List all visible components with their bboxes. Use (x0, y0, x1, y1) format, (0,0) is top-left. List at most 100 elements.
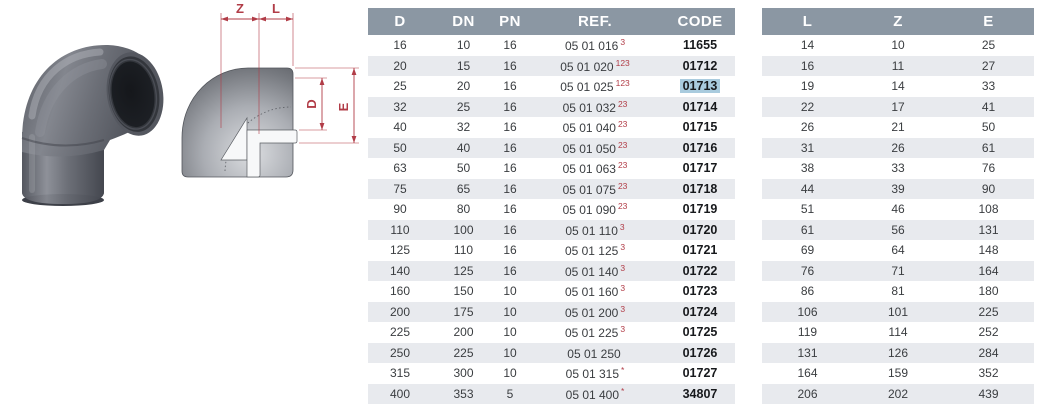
cell-d: 20 (393, 58, 407, 73)
ref-footnote-marker: 23 (617, 98, 628, 109)
cell-dn: 225 (453, 345, 474, 360)
cell-e: 27 (981, 58, 996, 73)
cell-z: 26 (891, 140, 905, 155)
header-l: L (762, 8, 853, 35)
ref-value: 05 01 025 (560, 80, 614, 95)
socket-opening (106, 52, 164, 136)
cell-code: 01724 (665, 302, 735, 323)
code-value-selected[interactable]: 01713 (679, 79, 721, 94)
table-row: 16 10 16 05 01 016 3 11655 (368, 35, 735, 56)
header-d: D (368, 8, 432, 35)
ref-value: 05 01 063 (562, 162, 616, 177)
table-row: 50 40 16 05 01 050 23 01716 (368, 137, 735, 158)
cell-ref: 05 01 110 3 (525, 220, 665, 241)
cell-d: 40 (393, 120, 407, 135)
cell-ref: 05 01 400 * (525, 384, 665, 404)
cell-code: 01713 (665, 76, 735, 97)
ref-value: 05 01 250 (567, 346, 621, 361)
cell-code: 01726 (665, 343, 735, 364)
cell-code: 01723 (665, 281, 735, 302)
header-e: E (943, 8, 1034, 35)
cell-ref: 05 01 025 123 (525, 76, 665, 97)
table-row: 90 80 16 05 01 090 23 01719 (368, 199, 735, 220)
table-row: 315 300 10 05 01 315 * 01727 (368, 363, 735, 384)
ref-footnote-marker: 23 (617, 201, 628, 212)
cell-ref: 05 01 250 (525, 343, 665, 364)
cell-d: 125 (389, 243, 411, 258)
cell-code: 01718 (665, 179, 735, 200)
ref-footnote-marker: * (621, 385, 625, 396)
cell-l: 44 (800, 181, 815, 196)
cell-pn: 16 (503, 181, 517, 196)
cell-ref: 05 01 063 23 (525, 158, 665, 179)
cell-z: 71 (891, 263, 905, 278)
cell-l: 206 (797, 386, 818, 401)
cell-code: 34807 (665, 384, 735, 404)
table-row: 69 64 148 (762, 240, 1034, 261)
table-row: 19 14 33 (762, 76, 1034, 97)
cell-d: 250 (389, 345, 411, 360)
cell-dn: 150 (453, 284, 474, 299)
table-row: 51 46 108 (762, 199, 1034, 220)
cell-dn: 100 (453, 222, 474, 237)
cell-z: 14 (891, 79, 905, 94)
cell-l: 106 (797, 304, 818, 319)
cell-e: 41 (981, 99, 996, 114)
cell-e: 284 (978, 345, 999, 360)
cell-pn: 16 (503, 79, 517, 94)
product-photo (2, 12, 174, 208)
cell-d: 32 (393, 99, 407, 114)
dimension-label-e: E (336, 102, 351, 111)
code-value: 01719 (682, 202, 718, 217)
ref-footnote-marker: 3 (620, 242, 626, 253)
socket-channel (246, 129, 298, 178)
table-row: 40 32 16 05 01 040 23 01715 (368, 117, 735, 138)
cell-d: 140 (389, 263, 411, 278)
code-value: 01714 (682, 99, 718, 114)
cell-l: 22 (800, 99, 815, 114)
table-row: 32 25 16 05 01 032 23 01714 (368, 96, 735, 117)
cell-e: 50 (981, 120, 996, 135)
cell-dn: 50 (456, 161, 471, 176)
cell-code: 01719 (665, 199, 735, 220)
code-value: 01712 (682, 58, 718, 73)
code-value: 01725 (682, 325, 718, 340)
cell-pn: 10 (503, 325, 517, 340)
cell-dn: 175 (453, 304, 474, 319)
cell-code: 01721 (665, 240, 735, 261)
dimensions-code-table: D DN PN REF. CODE 16 10 16 05 01 016 3 11… (368, 8, 735, 404)
ref-footnote-marker: 23 (617, 139, 628, 150)
ref-value: 05 01 125 (564, 244, 619, 259)
cell-pn: 16 (503, 263, 517, 278)
ref-footnote-marker: 123 (615, 78, 630, 89)
cell-dn: 10 (456, 38, 471, 53)
cell-code: 11655 (665, 35, 735, 56)
cell-dn: 110 (453, 243, 474, 258)
table-row: 125 110 16 05 01 125 3 01721 (368, 240, 735, 261)
table-row: 20 15 16 05 01 020 123 01712 (368, 55, 735, 76)
ref-value: 05 01 050 (562, 141, 616, 156)
table-row: 86 81 180 (762, 281, 1034, 302)
table-row: 25 20 16 05 01 025 123 01713 (368, 76, 735, 97)
elbow-section-drawing: Z L D E (181, 1, 359, 178)
elbow-photo-illustration (21, 44, 164, 206)
cell-d: 90 (393, 202, 407, 217)
ref-value: 05 01 315 (565, 367, 620, 382)
cell-ref: 05 01 040 23 (525, 117, 665, 138)
table-row: 225 200 10 05 01 225 3 01725 (368, 322, 735, 343)
ref-footnote-marker: 3 (620, 283, 626, 294)
table-row: 164 159 352 (762, 363, 1034, 384)
cell-dn: 125 (453, 263, 474, 278)
cell-pn: 16 (503, 161, 517, 176)
code-value: 11655 (682, 38, 718, 53)
ref-footnote-marker: * (621, 365, 625, 376)
cell-code: 01715 (665, 117, 735, 138)
table-row: 31 26 61 (762, 137, 1034, 158)
cell-ref: 05 01 160 3 (525, 281, 665, 302)
ref-value: 05 01 400 (565, 387, 620, 402)
code-value: 01727 (682, 366, 718, 381)
cell-z: 159 (887, 366, 909, 381)
cell-dn: 80 (456, 202, 471, 217)
cell-z: 10 (891, 38, 905, 53)
code-value: 01720 (682, 222, 718, 237)
